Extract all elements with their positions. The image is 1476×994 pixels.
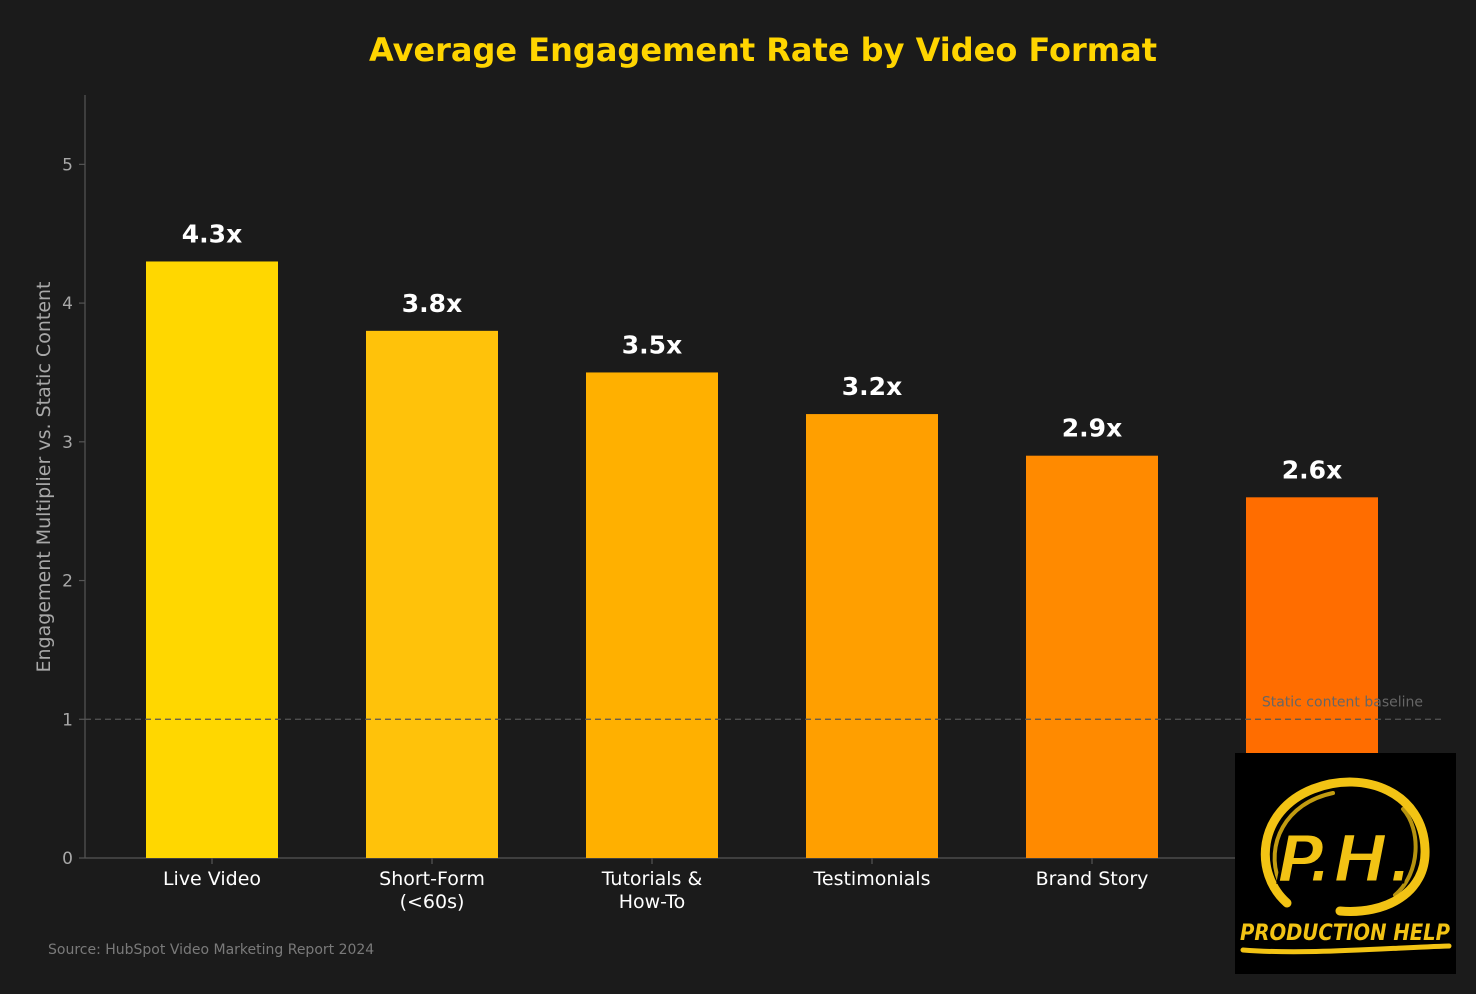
logo-initials: P.H. <box>1275 820 1415 900</box>
x-tick-label-4: Brand Story <box>1036 868 1149 890</box>
value-labels: 4.3x 3.8x 3.5x 3.2x 2.9x 2.6x <box>182 219 1342 484</box>
y-axis-label: Engagement Multiplier vs. Static Content <box>33 282 55 673</box>
baseline-label: Static content baseline <box>1262 694 1423 710</box>
y-tick-label-2: 2 <box>62 572 73 592</box>
value-label-1: 3.8x <box>402 289 462 318</box>
x-tick-label-0: Live Video <box>163 868 261 890</box>
y-tick-label-1: 1 <box>62 710 73 730</box>
logo-brush-ring <box>1260 777 1430 916</box>
y-tick-label-5: 5 <box>62 155 73 175</box>
value-label-2: 3.5x <box>622 330 682 359</box>
y-tick-label-4: 4 <box>62 294 73 314</box>
value-label-4: 2.9x <box>1062 414 1122 443</box>
value-label-3: 3.2x <box>842 372 902 401</box>
bar-3 <box>806 414 938 858</box>
svg-text:P.H.: P.H. <box>1277 821 1414 898</box>
bar-1 <box>366 330 498 858</box>
chart-title: Average Engagement Rate by Video Format <box>369 31 1157 69</box>
reference-line-group: Static content baseline <box>85 694 1441 720</box>
value-label-0: 4.3x <box>182 219 242 248</box>
logo-underline-stroke <box>1240 943 1452 955</box>
value-label-5: 2.6x <box>1282 455 1342 484</box>
y-axis-ticks: 0 1 2 3 4 5 <box>62 155 85 869</box>
y-tick-label-3: 3 <box>62 433 73 453</box>
production-help-logo: P.H. PRODUCTION HELP <box>1235 753 1456 974</box>
x-tick-label-1: Short-Form (<60s) <box>379 868 485 913</box>
x-tick-label-3: Testimonials <box>813 868 931 890</box>
logo-wordmark: PRODUCTION HELP <box>1240 921 1450 946</box>
bar-4 <box>1026 455 1158 858</box>
y-tick-label-0: 0 <box>62 849 73 869</box>
x-axis-ticks: Live Video Short-Form (<60s) Tutorials & How… <box>163 858 1313 913</box>
bar-0 <box>146 261 278 858</box>
x-tick-label-2: Tutorials & How-To <box>601 868 703 913</box>
bar-series <box>146 261 1378 858</box>
source-note: Source: HubSpot Video Marketing Report 2… <box>48 942 374 958</box>
bar-2 <box>586 372 718 858</box>
